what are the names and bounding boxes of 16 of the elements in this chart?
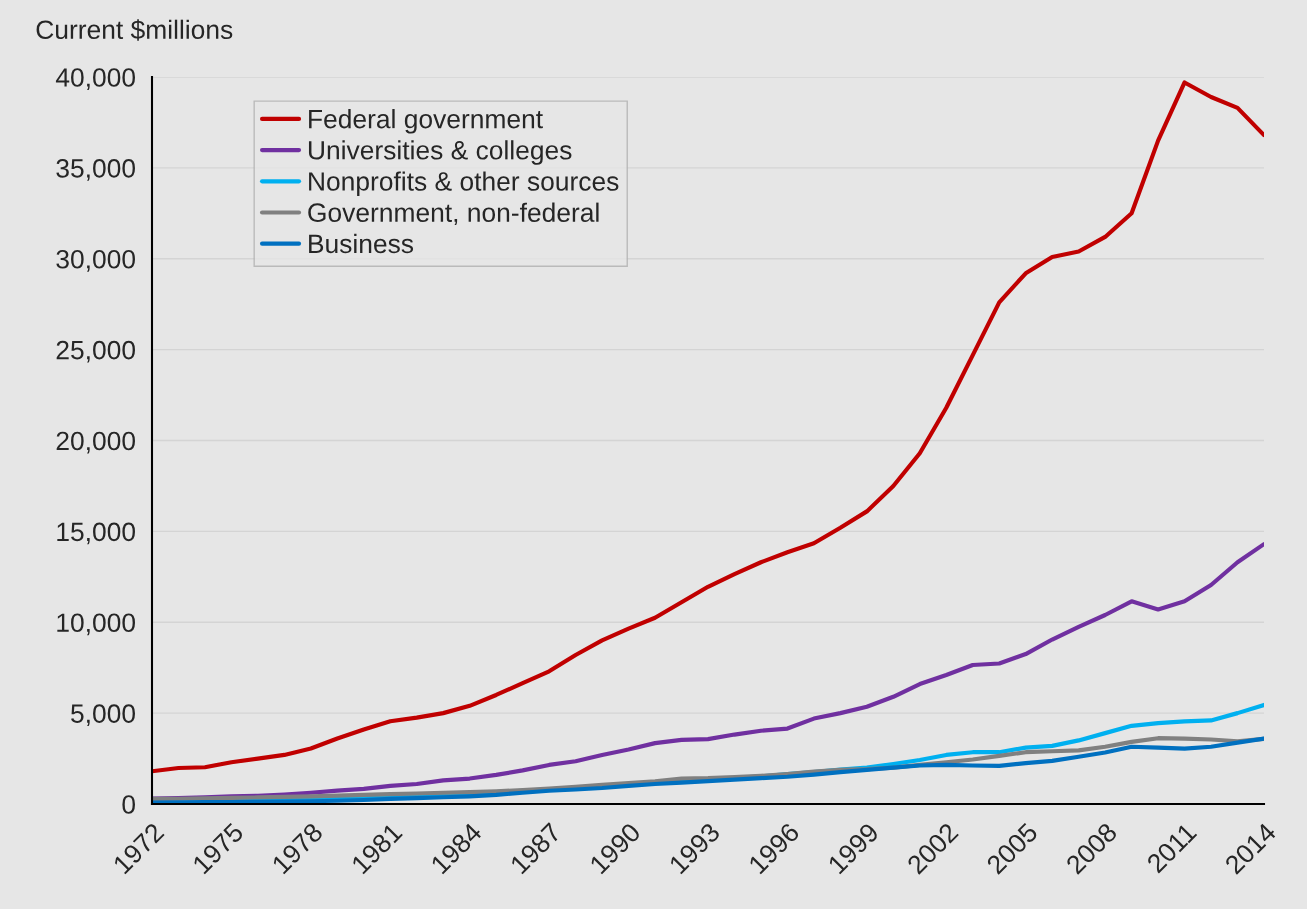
y-tick-label: 0 bbox=[122, 795, 135, 814]
y-tick-label: 25,000 bbox=[56, 340, 135, 363]
legend-label: Government, non-federal bbox=[308, 202, 599, 226]
y-axis-title: Current $millions bbox=[36, 19, 233, 41]
y-tick-label: 40,000 bbox=[55, 68, 135, 90]
legend-label: Nonprofits & other sources bbox=[309, 171, 619, 197]
line-series bbox=[152, 80, 1264, 774]
legend-label: Universities & colleges bbox=[308, 140, 572, 165]
legend-label: Federal government bbox=[309, 109, 543, 134]
y-tick-label: 30,000 bbox=[56, 249, 135, 272]
legend-label: Business bbox=[309, 233, 414, 254]
y-tick-label: 5,000 bbox=[71, 704, 135, 727]
y-tick-label: 10,000 bbox=[57, 613, 135, 636]
y-tick-label: 20,000 bbox=[56, 431, 135, 454]
y-tick-label: 35,000 bbox=[56, 159, 135, 181]
y-tick-label: 15,000 bbox=[57, 522, 135, 545]
